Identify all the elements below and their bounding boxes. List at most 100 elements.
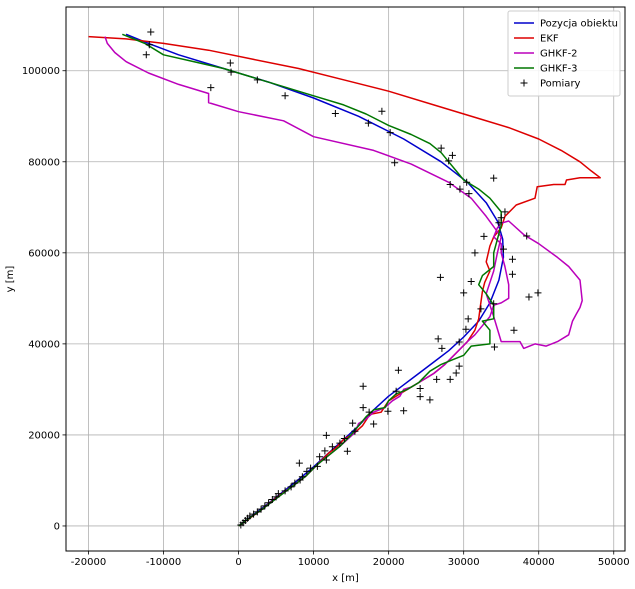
measurement-point [462,325,470,333]
measurement-point [438,344,446,352]
measurement-point [499,245,507,253]
measurement-point [322,431,330,439]
measurement-point [343,447,351,455]
measurement-point [433,375,441,383]
measurement-point [295,459,303,467]
measurement-point [336,439,344,447]
legend: Pozycja obiektu EKF GHKF-2 GHKF-3 Pomiary [507,10,621,97]
legend-label: Pomiary [540,79,581,90]
plot-series [88,28,601,529]
measurement-point [253,76,261,84]
y-tick-label: 40000 [28,339,60,350]
measurement-point [364,119,372,127]
legend-label: Pozycja obiektu [540,19,618,30]
grid [66,7,625,551]
measurement-point [416,384,424,392]
measurement-point [351,427,359,435]
measurement-point [456,185,464,193]
measurement-point [416,393,424,401]
measurement-point [490,174,498,182]
measurement-point [495,219,503,227]
series-line-ghkf-2 [104,36,583,527]
measurement-point [501,208,509,216]
measurement-point [452,369,460,377]
x-tick-label: -20000 [71,557,106,568]
measurement-point [227,68,235,76]
measurement-point [147,28,155,36]
measurement-point [287,483,295,491]
measurement-point [331,110,339,118]
measurement-point [490,343,498,351]
axis-ticks: -20000 -10000 0 10000 20000 30000 40000 50000 0 2… [22,66,630,568]
measurement-point [321,447,329,455]
measurement-point [436,273,444,281]
measurement-point [392,387,400,395]
y-tick-label: 0 [54,521,60,532]
x-tick-label: 10000 [298,557,330,568]
y-tick-label: 20000 [28,430,60,441]
measurement-point [261,502,269,510]
series-ghkf-2 [104,36,583,527]
measurement-point [378,107,386,115]
x-axis-label: x [m] [332,573,359,584]
measurement-point [510,326,518,334]
measurement-point [359,404,367,412]
measurement-point [349,419,357,427]
measurement-point [467,278,475,286]
measurement-point [471,249,479,257]
measurement-point [391,159,399,167]
measurement-point [480,232,488,240]
legend-label: GHKF-2 [540,49,578,60]
legend-swatch [520,79,528,87]
measurement-point [145,41,153,49]
plot-frame [65,6,626,552]
measurement-point [460,289,468,297]
measurement-point [142,51,150,59]
measurement-point [523,232,531,240]
measurement-point [534,289,542,297]
measurement-point [497,214,505,222]
measurement-point [477,305,485,313]
measurement-point [250,510,258,518]
measurement-point [291,479,299,487]
measurement-point [446,181,454,189]
measurement-point [257,505,265,513]
measurement-point [463,178,471,186]
measurement-point [265,499,273,507]
measurement-point [508,270,516,278]
measurement-point [316,453,324,461]
y-tick-label: 80000 [28,157,60,168]
x-tick-label: 40000 [523,557,555,568]
legend-label: EKF [540,34,559,45]
measurement-point [307,464,315,472]
series-pomiary [142,28,542,529]
x-tick-label: -10000 [146,557,181,568]
x-tick-label: 30000 [448,557,480,568]
y-axis-label: y [m] [5,266,16,293]
measurement-point [246,512,254,520]
measurement-point [437,144,445,152]
legend-label: GHKF-3 [540,64,578,75]
measurement-point [322,456,330,464]
measurement-point [298,473,306,481]
measurement-point [268,496,276,504]
measurement-point [370,420,378,428]
measurement-point [359,382,367,390]
measurement-point [340,435,348,443]
measurement-point [303,467,311,475]
measurement-point [226,59,234,67]
measurement-point [386,129,394,137]
measurement-point [508,255,516,263]
x-tick-label: 0 [235,557,241,568]
measurement-point [281,92,289,100]
measurement-point [448,151,456,159]
measurement-point [394,366,402,374]
measurement-point [464,315,472,323]
measurement-point [455,338,463,346]
measurement-point [274,490,282,498]
measurement-point [490,300,498,308]
measurement-point [525,293,533,301]
measurement-point [313,462,321,470]
measurement-point [365,408,373,416]
